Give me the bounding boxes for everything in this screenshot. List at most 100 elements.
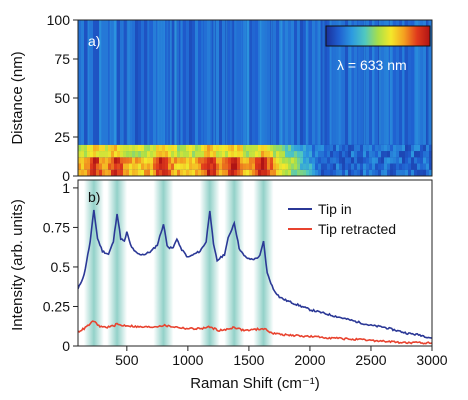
heatmap-cell xyxy=(384,151,388,158)
heatmap-cell xyxy=(90,144,94,152)
heatmap-cell xyxy=(126,169,130,176)
heatmap-cell xyxy=(219,20,223,145)
heatmap-cell xyxy=(303,163,307,170)
heatmap-cell xyxy=(267,169,271,176)
heatmap-cell xyxy=(108,157,112,164)
heatmap-cell xyxy=(315,151,319,158)
heatmap-cell xyxy=(408,151,412,158)
heatmap-cell xyxy=(87,144,91,152)
heatmap-cell xyxy=(411,151,415,158)
heatmap-cell xyxy=(345,151,349,158)
heatmap-cell xyxy=(144,163,148,170)
heatmap-cell xyxy=(282,157,286,164)
heatmap-cell xyxy=(414,157,418,164)
spectrum-x-tick-label: 2500 xyxy=(355,352,386,368)
heatmap-cell xyxy=(387,151,391,158)
heatmap-cell xyxy=(219,163,223,170)
heatmap-stripe xyxy=(158,20,160,145)
heatmap-stripe xyxy=(318,20,321,145)
heatmap-cell xyxy=(144,20,148,145)
heatmap-stripe xyxy=(99,20,102,145)
heatmap-cell xyxy=(156,157,160,164)
spectrum-x-ticks: 500 1000 1500 2000 2500 3000 xyxy=(115,346,448,368)
heatmap-cell xyxy=(189,157,193,164)
heatmap-cell xyxy=(114,157,118,164)
heatmap-cell xyxy=(393,151,397,158)
heatmap-cell xyxy=(222,163,226,170)
heatmap-cell xyxy=(198,157,202,164)
heatmap-cell xyxy=(243,163,247,170)
heatmap-cell xyxy=(225,163,229,170)
heatmap-cell xyxy=(297,163,301,170)
heatmap-cell xyxy=(198,163,202,170)
heatmap-cell xyxy=(129,163,133,170)
heatmap-cell xyxy=(186,20,190,145)
highlight-band xyxy=(153,180,174,346)
heatmap-cell xyxy=(360,144,364,152)
heatmap-cell xyxy=(426,157,430,164)
heatmap-cell xyxy=(291,163,295,170)
heatmap-cell xyxy=(402,163,406,170)
heatmap-cell xyxy=(138,144,142,152)
heatmap-cell xyxy=(258,157,262,164)
heatmap-cell xyxy=(351,163,355,170)
heatmap-cell xyxy=(285,157,289,164)
heatmap-cell xyxy=(351,169,355,176)
heatmap-cell xyxy=(264,163,268,170)
heatmap-cell xyxy=(303,20,307,145)
heatmap-cell xyxy=(270,144,274,152)
heatmap-cell xyxy=(393,169,397,176)
heatmap-y-ticks: 0 25 50 75 100 xyxy=(47,12,78,184)
heatmap-cell xyxy=(327,163,331,170)
heatmap-cell xyxy=(123,151,127,158)
heatmap-cell xyxy=(384,20,388,145)
heatmap-cell xyxy=(267,151,271,158)
heatmap-cell xyxy=(342,144,346,152)
heatmap-stripe xyxy=(402,20,405,145)
heatmap-cell xyxy=(333,157,337,164)
heatmap-cell xyxy=(309,151,313,158)
heatmap-cell xyxy=(171,169,175,176)
heatmap-cell xyxy=(351,20,355,145)
heatmap-cell xyxy=(372,157,376,164)
heatmap-cell xyxy=(138,163,142,170)
heatmap-cell xyxy=(153,169,157,176)
heatmap-cell xyxy=(372,169,376,176)
heatmap-cell xyxy=(84,144,88,152)
heatmap-cell xyxy=(171,163,175,170)
heatmap-cell xyxy=(396,20,400,145)
heatmap-cell xyxy=(183,163,187,170)
heatmap-stripe xyxy=(180,20,183,145)
heatmap-cell xyxy=(369,157,373,164)
heatmap-cell xyxy=(180,169,184,176)
heatmap-cell xyxy=(141,157,145,164)
heatmap-cell xyxy=(246,163,250,170)
heatmap-cell xyxy=(408,20,412,145)
heatmap-stripe xyxy=(322,20,325,145)
heatmap-cell xyxy=(222,157,226,164)
heatmap-cell xyxy=(96,144,100,152)
heatmap-cell xyxy=(195,169,199,176)
heatmap-cell xyxy=(264,169,268,176)
heatmap-cell xyxy=(114,144,118,152)
heatmap-cell xyxy=(336,20,340,145)
heatmap-cell xyxy=(345,163,349,170)
heatmap-cell xyxy=(96,157,100,164)
heatmap-cell xyxy=(360,151,364,158)
heatmap-cell xyxy=(366,144,370,152)
heatmap-cell xyxy=(162,151,166,158)
heatmap-cell xyxy=(195,157,199,164)
heatmap-cell xyxy=(411,163,415,170)
heatmap-cell xyxy=(300,144,304,152)
heatmap-cell xyxy=(312,163,316,170)
heatmap-cell xyxy=(189,163,193,170)
heatmap-cell xyxy=(159,169,163,176)
heatmap-cell xyxy=(330,163,334,170)
heatmap-cell xyxy=(222,20,226,145)
heatmap-cell xyxy=(231,151,235,158)
heatmap-cell xyxy=(336,163,340,170)
heatmap-cell xyxy=(126,144,130,152)
heatmap-cell xyxy=(414,169,418,176)
heatmap-cell xyxy=(381,169,385,176)
